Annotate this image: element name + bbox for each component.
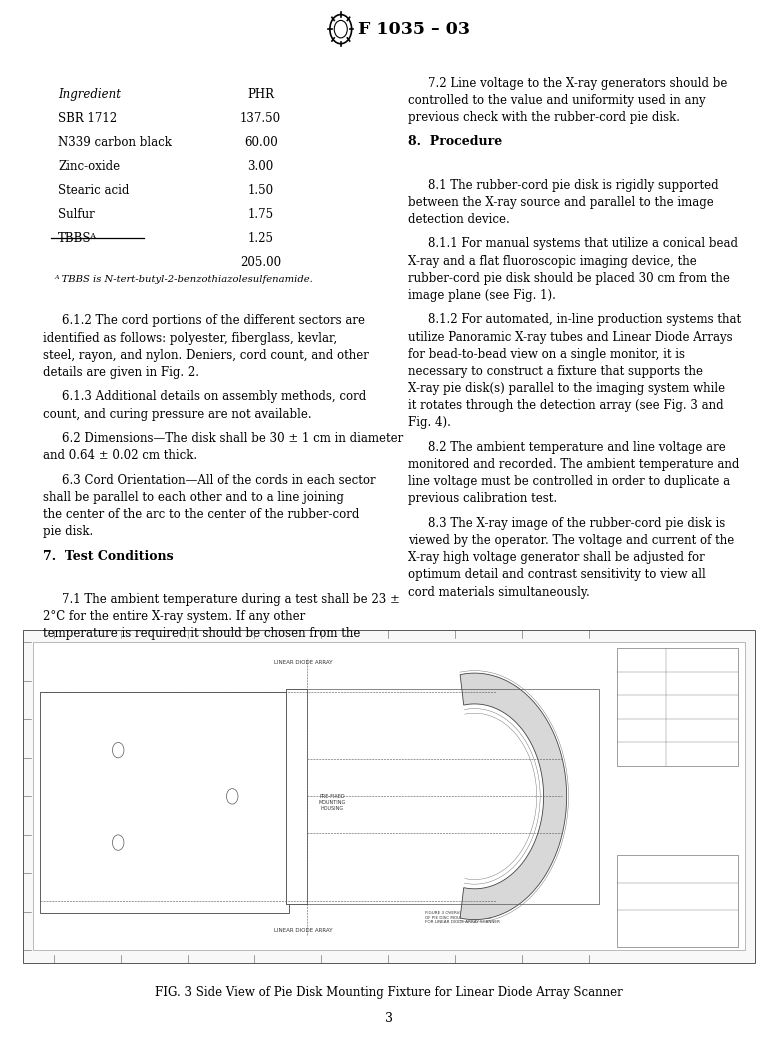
Text: identified as follows: polyester, fiberglass, kevlar,: identified as follows: polyester, fiberg… — [43, 331, 337, 345]
Text: previous calibration test.: previous calibration test. — [408, 492, 558, 505]
Text: rubber-cord pie disk should be placed 30 cm from the: rubber-cord pie disk should be placed 30… — [408, 272, 731, 284]
Text: 2°C for the entire X-ray system. If any other: 2°C for the entire X-ray system. If any … — [43, 610, 305, 623]
Text: pie disk.: pie disk. — [43, 525, 93, 538]
Text: optimum detail and contrast sensitivity to view all: optimum detail and contrast sensitivity … — [408, 568, 706, 581]
Text: steel, rayon, and nylon. Deniers, cord count, and other: steel, rayon, and nylon. Deniers, cord c… — [43, 349, 369, 361]
Text: Ingredient: Ingredient — [58, 88, 121, 101]
Text: necessary to construct a fixture that supports the: necessary to construct a fixture that su… — [408, 364, 703, 378]
Text: controlled to the value and uniformity used in any: controlled to the value and uniformity u… — [408, 94, 706, 106]
Text: 3.00: 3.00 — [247, 160, 274, 173]
Text: FIG. 3 Side View of Pie Disk Mounting Fixture for Linear Diode Array Scanner: FIG. 3 Side View of Pie Disk Mounting Fi… — [155, 986, 623, 998]
Bar — [40, 691, 289, 913]
Text: X-ray and a flat fluoroscopic imaging device, the: X-ray and a flat fluoroscopic imaging de… — [408, 254, 697, 268]
Text: LINEAR DIODE ARRAY: LINEAR DIODE ARRAY — [274, 928, 333, 933]
Text: Sulfur: Sulfur — [58, 208, 95, 221]
Text: 7.  Test Conditions: 7. Test Conditions — [43, 550, 173, 562]
Text: 8.1.1 For manual systems that utilize a conical bead: 8.1.1 For manual systems that utilize a … — [428, 237, 738, 250]
Text: 60.00: 60.00 — [244, 136, 278, 149]
Text: 1.50: 1.50 — [247, 184, 274, 197]
Text: 7.1 The ambient temperature during a test shall be 23 ±: 7.1 The ambient temperature during a tes… — [62, 592, 400, 606]
Text: ᴬ TBBS is N-tert-butyl-2-benzothiazolesulfenamide.: ᴬ TBBS is N-tert-butyl-2-benzothiazolesu… — [54, 275, 314, 284]
Text: the center of the arc to the center of the rubber-cord: the center of the arc to the center of t… — [43, 508, 359, 520]
Bar — [286, 688, 307, 905]
Text: 3: 3 — [385, 1013, 393, 1025]
Text: 8.1.2 For automated, in-line production systems that: 8.1.2 For automated, in-line production … — [428, 313, 741, 326]
Bar — [23, 630, 755, 963]
Text: count, and curing pressure are not available.: count, and curing pressure are not avail… — [43, 407, 311, 421]
Text: 8.  Procedure: 8. Procedure — [408, 135, 503, 148]
Text: it rotates through the detection array (see Fig. 3 and: it rotates through the detection array (… — [408, 399, 724, 412]
Text: temperature is required it should be chosen from the: temperature is required it should be cho… — [43, 627, 360, 640]
Text: TBBSᴬ: TBBSᴬ — [58, 232, 97, 245]
Polygon shape — [460, 674, 566, 919]
Text: Zinc-oxide: Zinc-oxide — [58, 160, 121, 173]
Text: viewed by the operator. The voltage and current of the: viewed by the operator. The voltage and … — [408, 534, 734, 547]
Text: 1.75: 1.75 — [247, 208, 274, 221]
Bar — [617, 649, 738, 765]
Text: Fig. 4).: Fig. 4). — [408, 416, 451, 429]
Text: detection device.: detection device. — [408, 212, 510, 226]
Text: SBR 1712: SBR 1712 — [58, 112, 117, 125]
Text: monitored and recorded. The ambient temperature and: monitored and recorded. The ambient temp… — [408, 458, 740, 471]
Text: 7.2 Line voltage to the X-ray generators should be: 7.2 Line voltage to the X-ray generators… — [428, 77, 727, 90]
Text: FIGURE 3 OVERVIEW
OF PIE DISC MOUNTING FIXTURE
FOR LINEAR DIODE ARRAY SCANNER: FIGURE 3 OVERVIEW OF PIE DISC MOUNTING F… — [425, 911, 499, 924]
Text: previous check with the rubber-cord pie disk.: previous check with the rubber-cord pie … — [408, 111, 681, 124]
Text: 6.2 Dimensions—The disk shall be 30 ± 1 cm in diameter: 6.2 Dimensions—The disk shall be 30 ± 1 … — [62, 432, 404, 445]
Text: 205.00: 205.00 — [240, 256, 281, 269]
Bar — [617, 855, 738, 947]
Text: 6.3 Cord Orientation—All of the cords in each sector: 6.3 Cord Orientation—All of the cords in… — [62, 474, 376, 486]
Text: list of standard temperatures in Practice D 1349.: list of standard temperatures in Practic… — [43, 644, 335, 657]
Text: for bead-to-bead view on a single monitor, it is: for bead-to-bead view on a single monito… — [408, 348, 685, 360]
Text: 8.1 The rubber-cord pie disk is rigidly supported: 8.1 The rubber-cord pie disk is rigidly … — [428, 178, 719, 192]
Text: F 1035 – 03: F 1035 – 03 — [358, 21, 470, 37]
Text: cord materials simultaneously.: cord materials simultaneously. — [408, 585, 591, 599]
Text: BOTTOM MOUNTING PLATE: BOTTOM MOUNTING PLATE — [89, 723, 156, 728]
Bar — [286, 688, 599, 905]
Text: X-ray pie disk(s) parallel to the imaging system while: X-ray pie disk(s) parallel to the imagin… — [408, 382, 726, 395]
Text: D  1035-2215   D: D 1035-2215 D — [657, 931, 699, 936]
Text: shall be parallel to each other and to a line joining: shall be parallel to each other and to a… — [43, 490, 344, 504]
Text: 8.3 The X-ray image of the rubber-cord pie disk is: 8.3 The X-ray image of the rubber-cord p… — [428, 516, 725, 530]
Text: line voltage must be controlled in order to duplicate a: line voltage must be controlled in order… — [408, 475, 731, 488]
Text: utilize Panoramic X-ray tubes and Linear Diode Arrays: utilize Panoramic X-ray tubes and Linear… — [408, 330, 733, 344]
Text: PRE-FIXED
MOUNTING
HOUSING: PRE-FIXED MOUNTING HOUSING — [318, 794, 345, 811]
Text: 8.2 The ambient temperature and line voltage are: 8.2 The ambient temperature and line vol… — [428, 440, 726, 454]
Text: LINEAR DIODE ARRAY: LINEAR DIODE ARRAY — [274, 660, 333, 665]
Text: between the X-ray source and parallel to the image: between the X-ray source and parallel to… — [408, 196, 714, 208]
Text: 137.50: 137.50 — [240, 112, 281, 125]
Text: Stearic acid: Stearic acid — [58, 184, 130, 197]
Text: 6.1.3 Additional details on assembly methods, cord: 6.1.3 Additional details on assembly met… — [62, 390, 366, 403]
Text: N339 carbon black: N339 carbon black — [58, 136, 172, 149]
Text: 1.25: 1.25 — [247, 232, 274, 245]
Bar — [33, 642, 745, 950]
Text: TOP MOUNTING PLATE: TOP MOUNTING PLATE — [89, 880, 145, 885]
Text: PHR: PHR — [247, 88, 274, 101]
Text: and 0.64 ± 0.02 cm thick.: and 0.64 ± 0.02 cm thick. — [43, 449, 197, 462]
Text: image plane (see Fig. 1).: image plane (see Fig. 1). — [408, 288, 556, 302]
Text: TITLE: TITLE — [672, 682, 683, 686]
Text: details are given in Fig. 2.: details are given in Fig. 2. — [43, 365, 199, 379]
Text: X-ray high voltage generator shall be adjusted for: X-ray high voltage generator shall be ad… — [408, 551, 705, 564]
Text: 6.1.2 The cord portions of the different sectors are: 6.1.2 The cord portions of the different… — [62, 314, 365, 327]
